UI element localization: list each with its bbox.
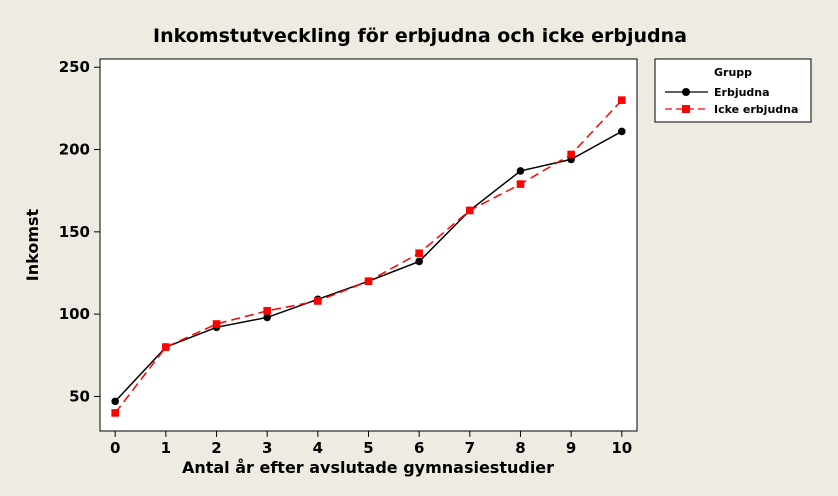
x-tick-label: 0 (110, 439, 120, 457)
x-tick-label: 9 (566, 439, 576, 457)
x-tick-label: 5 (363, 439, 373, 457)
x-tick-label: 7 (465, 439, 475, 457)
legend: Grupp Erbjudna Icke erbjudna (654, 58, 812, 123)
data-point-icke-erbjudna (466, 206, 474, 215)
x-tick-label: 6 (414, 439, 424, 457)
x-tick-label: 4 (313, 439, 323, 457)
data-point-icke-erbjudna (415, 249, 423, 258)
data-point-erbjudna (618, 127, 626, 136)
x-tick-label: 3 (262, 439, 272, 457)
data-point-icke-erbjudna (111, 409, 119, 417)
data-point-icke-erbjudna (618, 96, 626, 104)
chart-title: Inkomstutveckling för erbjudna och icke … (153, 25, 687, 47)
y-tick-label: 150 (59, 223, 90, 241)
x-tick-label: 10 (611, 439, 632, 457)
data-point-icke-erbjudna (162, 343, 170, 351)
x-axis-label: Antal år efter avslutade gymnasiestudier (182, 458, 554, 477)
x-tick-label: 8 (515, 439, 525, 457)
data-point-icke-erbjudna (263, 307, 271, 315)
plot-area (99, 58, 638, 432)
data-point-erbjudna (263, 313, 271, 322)
series-layer (111, 96, 626, 417)
legend-marker-icke-erbjudna (682, 105, 690, 113)
data-point-erbjudna (415, 257, 423, 266)
data-point-erbjudna (111, 397, 119, 406)
data-point-icke-erbjudna (516, 180, 525, 188)
legend-label-icke-erbjudna: Icke erbjudna (714, 103, 798, 116)
x-tick-label: 1 (161, 439, 171, 457)
x-tick-label: 2 (211, 439, 221, 457)
legend-box (654, 58, 812, 123)
legend-label-erbjudna: Erbjudna (714, 86, 770, 99)
y-axis: 50 100 150 200 250 (59, 58, 100, 405)
legend-title: Grupp (714, 66, 752, 79)
y-tick-label: 100 (59, 305, 90, 323)
y-tick-label: 50 (69, 387, 90, 405)
y-tick-label: 200 (59, 141, 90, 159)
x-axis: 0 1 2 3 4 5 6 7 8 9 10 (110, 431, 632, 457)
data-point-icke-erbjudna (314, 297, 322, 305)
y-axis-label: Inkomst (23, 208, 42, 281)
data-point-icke-erbjudna (364, 277, 373, 286)
legend-marker-erbjudna (682, 88, 690, 96)
y-tick-label: 250 (59, 58, 90, 76)
data-point-icke-erbjudna (567, 150, 575, 159)
data-point-icke-erbjudna (212, 320, 221, 328)
data-point-erbjudna (516, 167, 525, 175)
